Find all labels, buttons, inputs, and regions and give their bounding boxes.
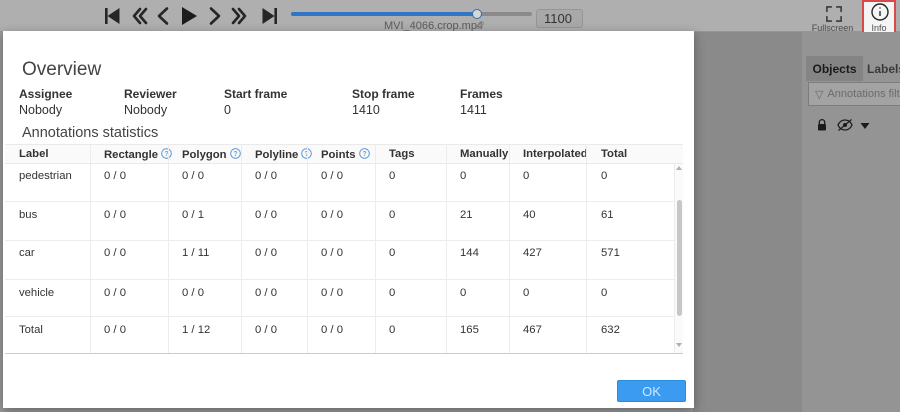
svg-text:?: ?: [362, 151, 366, 158]
svg-text:?: ?: [233, 151, 237, 158]
